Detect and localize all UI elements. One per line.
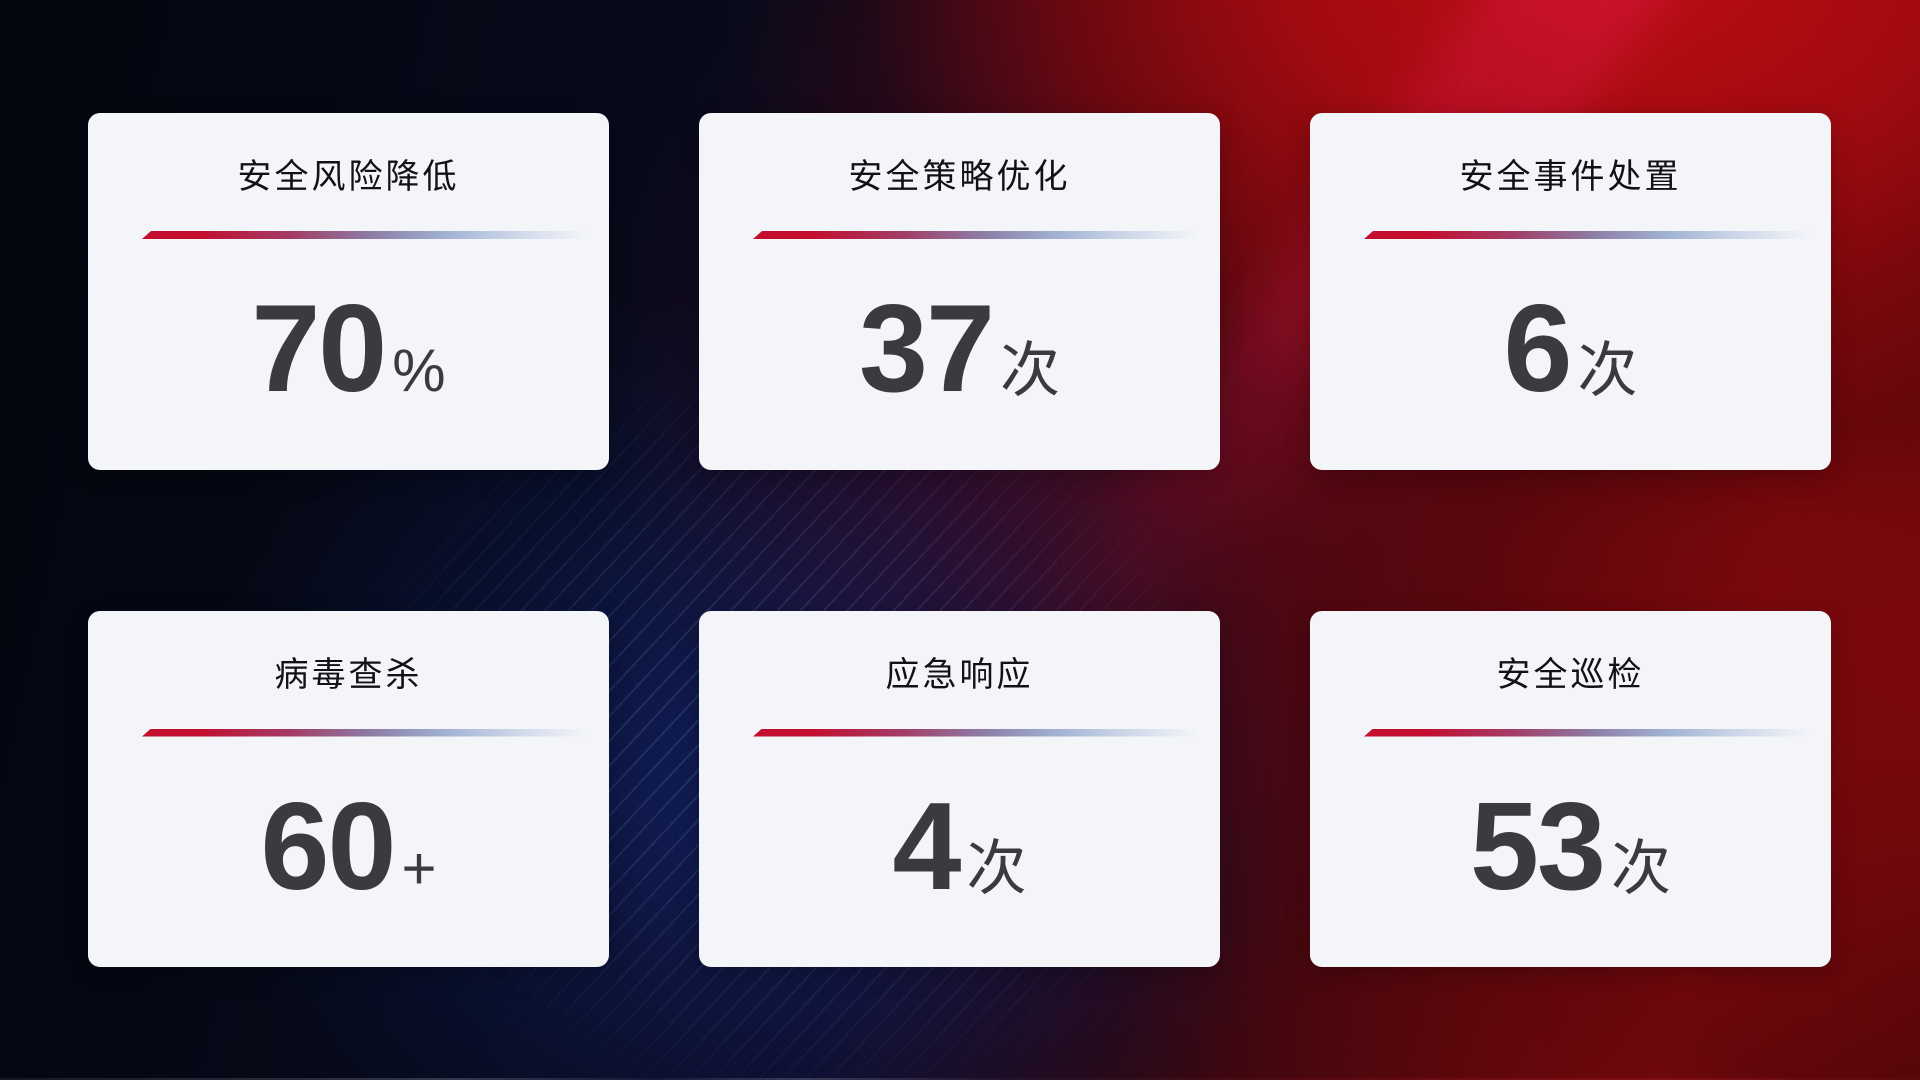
accent-divider bbox=[142, 728, 597, 737]
stat-cards-grid: 安全风险降低 70 % 安全策略优化 37 次 安全事件处置 bbox=[88, 113, 1831, 967]
card-value: 37 次 bbox=[699, 239, 1220, 470]
stat-unit: 次 bbox=[966, 834, 1027, 902]
card-title: 安全策略优化 bbox=[848, 158, 1071, 196]
card-title: 病毒查杀 bbox=[274, 655, 423, 694]
accent-divider bbox=[753, 728, 1208, 737]
accent-divider bbox=[753, 231, 1208, 239]
stat-unit: 次 bbox=[999, 337, 1060, 405]
stat-unit: 次 bbox=[1577, 337, 1638, 405]
card-title: 应急响应 bbox=[885, 655, 1034, 694]
card-value: 70 % bbox=[88, 239, 609, 470]
card-title: 安全风险降低 bbox=[237, 158, 460, 196]
stat-number: 6 bbox=[1503, 280, 1573, 419]
accent-divider bbox=[142, 231, 597, 239]
stat-unit: % bbox=[392, 337, 446, 405]
stat-number: 4 bbox=[892, 777, 962, 916]
stat-unit: 次 bbox=[1610, 834, 1671, 902]
accent-divider bbox=[1364, 231, 1819, 239]
stat-card-security-inspection: 安全巡检 53 次 bbox=[1310, 610, 1831, 968]
accent-divider bbox=[1364, 728, 1819, 737]
stat-number: 37 bbox=[859, 280, 995, 419]
stat-unit: + bbox=[401, 834, 437, 902]
card-title: 安全事件处置 bbox=[1459, 158, 1682, 196]
stat-card-virus-scan: 病毒查杀 60 + bbox=[88, 610, 609, 968]
stat-card-policy-optimization: 安全策略优化 37 次 bbox=[699, 113, 1220, 470]
card-value: 4 次 bbox=[699, 737, 1220, 968]
stat-number: 60 bbox=[260, 777, 397, 916]
stat-card-emergency-response: 应急响应 4 次 bbox=[699, 610, 1220, 968]
stat-card-incident-handling: 安全事件处置 6 次 bbox=[1310, 113, 1831, 470]
card-value: 60 + bbox=[88, 737, 609, 968]
card-value: 6 次 bbox=[1310, 239, 1831, 470]
bottom-edge-glint bbox=[0, 1078, 1920, 1080]
stat-card-risk-reduction: 安全风险降低 70 % bbox=[88, 113, 609, 470]
card-title: 安全巡检 bbox=[1496, 655, 1645, 694]
stat-number: 70 bbox=[251, 280, 387, 419]
card-value: 53 次 bbox=[1310, 737, 1831, 968]
stat-number: 53 bbox=[1470, 777, 1606, 916]
